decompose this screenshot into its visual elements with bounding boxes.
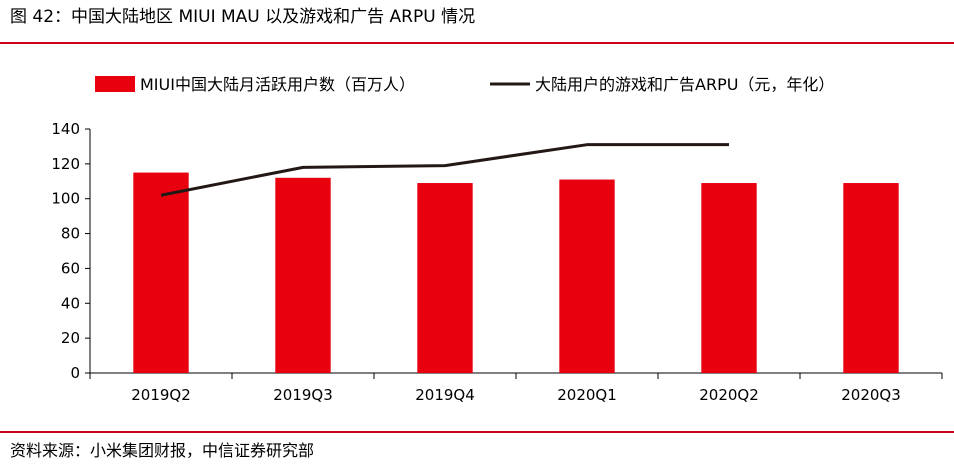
x-tick-label: 2019Q3 (273, 386, 333, 404)
source-note: 资料来源：小米集团财报，中信证券研究部 (10, 441, 315, 460)
axes: 0 20 40 60 80 100 120 140 2019Q2 2019Q3 2019Q4 2020… (51, 120, 943, 404)
legend-swatch-bar (95, 76, 135, 92)
legend-label-bar: MIUI中国大陆月活跃用户数（百万人） (140, 75, 415, 94)
y-tick-label: 60 (61, 259, 80, 277)
y-tick-label: 120 (51, 155, 80, 173)
line-series (160, 143, 729, 197)
x-tick-label: 2019Q4 (415, 386, 475, 404)
bar (133, 172, 189, 373)
x-tick-label: 2019Q2 (131, 386, 191, 404)
bar (275, 177, 331, 373)
x-tick-label: 2020Q3 (841, 386, 901, 404)
bar (417, 183, 473, 373)
x-tick-label: 2020Q1 (557, 386, 617, 404)
bar (559, 179, 615, 373)
y-tick-label: 20 (61, 329, 80, 347)
bar (843, 183, 899, 373)
top-rule (0, 42, 954, 44)
y-tick-label: 140 (51, 120, 80, 138)
y-tick-label: 0 (70, 364, 80, 382)
bars (133, 172, 899, 373)
bottom-rule (0, 431, 954, 433)
arpu-line (160, 143, 729, 197)
bar (701, 183, 757, 373)
figure-title: 图 42：中国大陆地区 MIUI MAU 以及游戏和广告 ARPU 情况 (10, 7, 476, 27)
x-tick-label: 2020Q2 (699, 386, 759, 404)
y-tick-label: 80 (61, 225, 80, 243)
y-tick-label: 100 (51, 190, 80, 208)
legend: MIUI中国大陆月活跃用户数（百万人） 大陆用户的游戏和广告ARPU（元，年化） (95, 75, 834, 94)
y-tick-label: 40 (61, 294, 80, 312)
legend-label-line: 大陆用户的游戏和广告ARPU（元，年化） (535, 75, 834, 94)
